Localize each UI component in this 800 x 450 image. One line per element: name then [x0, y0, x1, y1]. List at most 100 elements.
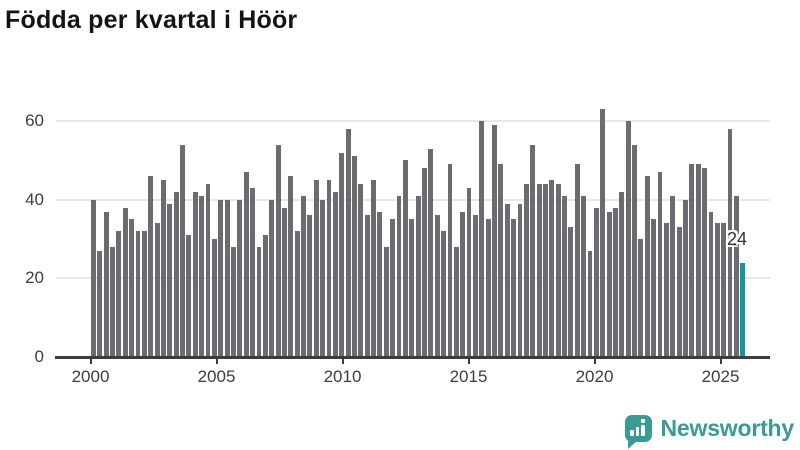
bar-2000-q2	[97, 250, 103, 357]
bar-2011-q4	[390, 219, 396, 357]
bar-2025-q1	[727, 128, 733, 357]
bar-2007-q2	[275, 144, 281, 357]
x-axis-label-2010: 2010	[323, 367, 362, 386]
y-axis-label-60: 60	[25, 111, 44, 131]
gridline-y40	[56, 198, 770, 201]
bar-2021-q2	[632, 144, 637, 357]
bar-2001-q4	[135, 231, 141, 357]
bar-2006-q4	[262, 235, 268, 357]
bar-2023-q2	[683, 199, 688, 357]
x-axis-tick-2015	[467, 359, 470, 364]
bar-2017-q1	[523, 183, 529, 357]
x-axis-label-2025: 2025	[701, 367, 740, 386]
bar-2011-q1	[371, 180, 376, 357]
bar-2006-q3	[256, 246, 262, 357]
x-axis-label-2020: 2020	[575, 367, 614, 386]
bar-2024-q1	[702, 168, 708, 357]
y-axis-label-0: 0	[34, 347, 44, 366]
bar-2002-q4	[161, 180, 166, 357]
bar-2008-q4	[313, 180, 319, 357]
bar-2024-q2	[708, 211, 714, 357]
gridline-y60	[56, 120, 770, 123]
bar-2019-q3	[587, 250, 593, 357]
newsworthy-logo-icon	[624, 415, 652, 449]
bar-2000-q4	[110, 246, 115, 357]
bar-2020-q3	[613, 207, 618, 357]
bar-2023-q4	[695, 164, 701, 357]
newsworthy-logo[interactable]: Newsworthy	[624, 415, 795, 449]
bar-2008-q2	[301, 195, 306, 357]
bar-2012-q4	[415, 195, 421, 357]
bar-2015-q3	[485, 219, 491, 357]
annotation-last-value: 24	[727, 229, 748, 249]
bar-2005-q3	[231, 246, 236, 357]
bar-2009-q3	[332, 191, 338, 357]
bar-2023-q3	[689, 164, 695, 357]
bar-2007-q4	[288, 176, 294, 357]
bar-2014-q1	[447, 164, 453, 357]
bar-2003-q3	[180, 144, 185, 357]
bar-2005-q1	[218, 199, 224, 357]
x-axis-tick-2020	[593, 359, 596, 364]
bar-2016-q3	[511, 219, 517, 357]
bar-2019-q4	[593, 207, 599, 357]
bar-2018-q2	[555, 183, 561, 357]
bar-2015-q4	[492, 125, 497, 357]
logo-bar-icon	[641, 425, 645, 436]
bar-2020-q4	[619, 191, 625, 357]
bar-2015-q2	[479, 121, 485, 357]
bar-2009-q1	[320, 199, 326, 357]
bar-2011-q3	[383, 246, 389, 357]
bar-2010-q2	[352, 156, 357, 357]
bar-2012-q1	[396, 195, 402, 357]
bar-2024-q3	[714, 223, 720, 357]
x-axis-tick-2010	[341, 359, 344, 364]
x-axis-label-2005: 2005	[197, 367, 236, 386]
bar-2007-q3	[281, 207, 287, 357]
bar-2019-q2	[581, 195, 587, 357]
bar-2021-q3	[638, 239, 644, 357]
newsworthy-logo-text: Newsworthy	[660, 415, 795, 441]
bar-2002-q1	[141, 231, 147, 357]
bar-2001-q1	[116, 231, 122, 357]
bar-2001-q2	[122, 207, 128, 357]
bar-2004-q4	[211, 239, 217, 357]
bar-2016-q2	[504, 203, 510, 357]
bar-2009-q4	[339, 152, 345, 357]
bar-2024-q4	[721, 223, 727, 357]
bar-2004-q1	[192, 191, 198, 357]
bar-2008-q3	[307, 215, 313, 357]
x-axis-tick-2005	[215, 359, 218, 364]
x-axis-label-2000: 2000	[71, 367, 110, 386]
bar-2012-q2	[402, 160, 408, 357]
bar-2012-q3	[409, 219, 415, 357]
bar-2000-q1	[91, 199, 96, 357]
bar-2013-q3	[434, 215, 440, 357]
bar-2016-q1	[498, 164, 504, 357]
logo-dot-icon	[641, 419, 645, 423]
bar-2003-q2	[173, 191, 179, 357]
bar-2008-q1	[294, 231, 300, 357]
bar-2021-q4	[644, 176, 650, 357]
bar-2005-q2	[224, 199, 230, 357]
y-axis-label-40: 40	[25, 189, 44, 209]
bar-2021-q1	[625, 121, 631, 357]
bar-2013-q4	[441, 231, 447, 357]
bar-2025-q3	[740, 262, 746, 357]
bar-2025-q2	[733, 195, 739, 357]
bar-2001-q3	[129, 219, 135, 357]
logo-bar-icon	[635, 427, 640, 436]
bar-2010-q3	[358, 183, 364, 357]
bar-2020-q1	[600, 109, 606, 357]
bar-2010-q1	[345, 128, 351, 357]
bar-2022-q4	[670, 195, 676, 357]
bar-2013-q2	[428, 148, 434, 357]
bar-2020-q2	[606, 211, 612, 357]
bar-2010-q4	[364, 215, 370, 357]
bar-2022-q3	[663, 223, 669, 357]
bar-2022-q2	[657, 172, 663, 357]
bar-2015-q1	[472, 215, 478, 357]
bar-2019-q1	[574, 164, 580, 357]
bar-2004-q2	[199, 195, 205, 357]
